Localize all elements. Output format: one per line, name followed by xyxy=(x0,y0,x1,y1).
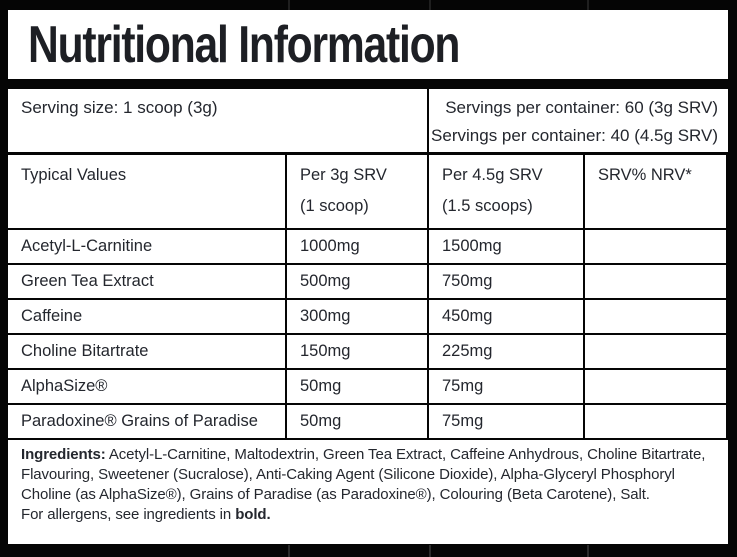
per-3g-value-cell: 50mg xyxy=(287,405,427,438)
per-3g-value-cell: 500mg xyxy=(287,265,427,298)
grid-line-artifact xyxy=(429,545,431,557)
ingredients-section: Ingredients: Acetyl-L-Carnitine, Maltode… xyxy=(8,440,728,544)
grid-line-artifact xyxy=(587,545,589,557)
header-per-3g-srv: Per 3g SRV (1 scoop) xyxy=(287,155,427,228)
per-3g-value-cell: 150mg xyxy=(287,335,427,368)
serving-size-cell: Serving size: 1 scoop (3g) xyxy=(8,89,427,152)
per-3g-value-cell: 50mg xyxy=(287,370,427,403)
ingredient-name-cell: Green Tea Extract xyxy=(8,265,285,298)
per-3g-value-cell: 1000mg xyxy=(287,230,427,263)
ingredient-name-cell: Acetyl-L-Carnitine xyxy=(8,230,285,263)
srv-nrv-value-cell xyxy=(585,370,726,403)
grid-line-artifact xyxy=(587,0,589,10)
servings-per-container-cell: Servings per container: 60 (3g SRV) Serv… xyxy=(429,89,728,152)
per-4-5g-value-cell: 75mg xyxy=(429,405,583,438)
srv-nrv-value-cell xyxy=(585,265,726,298)
srv-nrv-value-cell xyxy=(585,230,726,263)
per-4-5g-value-cell: 450mg xyxy=(429,300,583,333)
header-per-4-5g-srv: Per 4.5g SRV (1.5 scoops) xyxy=(429,155,583,228)
grid-line-artifact xyxy=(288,545,290,557)
ingredients-paragraph: Ingredients: Acetyl-L-Carnitine, Maltode… xyxy=(21,445,716,505)
per-3g-value-cell: 300mg xyxy=(287,300,427,333)
per-4-5g-value-cell: 1500mg xyxy=(429,230,583,263)
ingredient-name-cell: Paradoxine® Grains of Paradise xyxy=(8,405,285,438)
grid-line-artifact xyxy=(288,0,290,10)
header-srv-nrv: SRV% NRV* xyxy=(585,155,726,228)
nutrition-table: Typical Values Per 3g SRV (1 scoop) Per … xyxy=(8,155,728,438)
srv-nrv-value-cell xyxy=(585,335,726,368)
srv-nrv-value-cell xyxy=(585,405,726,438)
per-4-5g-value-cell: 225mg xyxy=(429,335,583,368)
srv-nrv-value-cell xyxy=(585,300,726,333)
serving-section: Serving size: 1 scoop (3g) Servings per … xyxy=(8,89,728,152)
allergen-note: For allergens, see ingredients in bold. xyxy=(21,506,271,523)
header-typical-values: Typical Values xyxy=(8,155,285,228)
per-4-5g-value-cell: 750mg xyxy=(429,265,583,298)
ingredient-name-cell: AlphaSize® xyxy=(8,370,285,403)
ingredient-name-cell: Caffeine xyxy=(8,300,285,333)
serving-size-text: Serving size: 1 scoop (3g) xyxy=(21,98,218,117)
ingredient-name-cell: Choline Bitartrate xyxy=(8,335,285,368)
title-band: Nutritional Information xyxy=(8,10,728,79)
grid-line-artifact xyxy=(429,0,431,10)
ingredients-text: Acetyl-L-Carnitine, Maltodextrin, Green … xyxy=(21,446,706,503)
per-4-5g-value-cell: 75mg xyxy=(429,370,583,403)
servings-per-container-3g: Servings per container: 60 (3g SRV) xyxy=(445,98,718,117)
page-title: Nutritional Information xyxy=(28,15,460,74)
ingredients-label: Ingredients: xyxy=(21,446,106,463)
servings-per-container-4-5g: Servings per container: 40 (4.5g SRV) xyxy=(431,126,718,145)
